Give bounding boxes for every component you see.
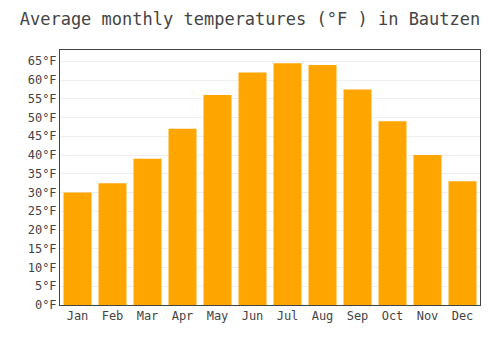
svg-text:50°F: 50°F xyxy=(28,111,57,125)
svg-text:10°F: 10°F xyxy=(28,261,57,275)
svg-text:55°F: 55°F xyxy=(28,92,57,106)
svg-text:0°F: 0°F xyxy=(35,298,57,312)
svg-text:45°F: 45°F xyxy=(28,129,57,143)
svg-text:40°F: 40°F xyxy=(28,148,57,162)
svg-text:Jan: Jan xyxy=(67,309,89,323)
svg-text:Jul: Jul xyxy=(277,309,299,323)
svg-text:Mar: Mar xyxy=(137,309,159,323)
svg-text:60°F: 60°F xyxy=(28,73,57,87)
svg-text:May: May xyxy=(207,309,229,323)
svg-text:20°F: 20°F xyxy=(28,223,57,237)
svg-text:Dec: Dec xyxy=(452,309,474,323)
svg-text:65°F: 65°F xyxy=(28,54,57,68)
svg-text:35°F: 35°F xyxy=(28,167,57,181)
svg-text:Sep: Sep xyxy=(347,309,369,323)
svg-text:Jun: Jun xyxy=(242,309,264,323)
svg-text:Feb: Feb xyxy=(102,309,124,323)
svg-text:Oct: Oct xyxy=(382,309,404,323)
svg-text:15°F: 15°F xyxy=(28,242,57,256)
svg-text:Aug: Aug xyxy=(312,309,334,323)
svg-text:30°F: 30°F xyxy=(28,186,57,200)
svg-text:5°F: 5°F xyxy=(35,279,57,293)
svg-text:Apr: Apr xyxy=(172,309,194,323)
svg-text:Average monthly temperatures (: Average monthly temperatures (°F ) in Ba… xyxy=(20,9,481,29)
svg-text:25°F: 25°F xyxy=(28,204,57,218)
svg-text:Nov: Nov xyxy=(417,309,439,323)
